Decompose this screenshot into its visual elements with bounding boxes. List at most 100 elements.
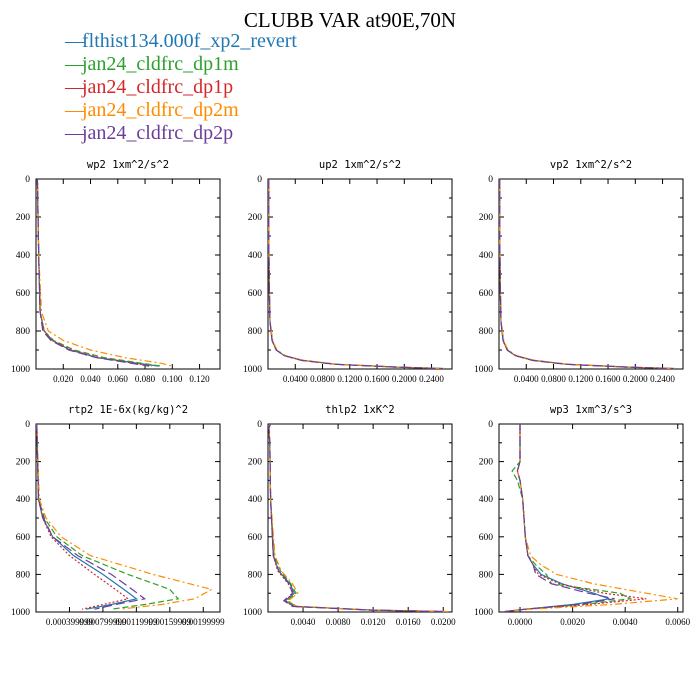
series-line — [504, 424, 633, 612]
y-tick-label: 600 — [248, 533, 263, 543]
series-line — [504, 424, 678, 612]
x-tick-label: 0.080 — [135, 374, 156, 384]
panel-title: thlp2 1xK^2 — [325, 404, 395, 416]
panel-title: vp2 1xm^2/s^2 — [550, 159, 632, 171]
y-tick-label: 1000 — [11, 608, 30, 618]
series-line — [499, 179, 677, 369]
x-tick-label: 0.00119999 — [115, 617, 158, 627]
y-tick-label: 400 — [16, 251, 31, 261]
x-tick-label: 0.0400 — [283, 374, 308, 384]
series-line — [268, 179, 444, 369]
y-tick-label: 200 — [248, 213, 263, 223]
chart-title: CLUBB VAR at90E,70N — [243, 8, 457, 32]
legend-item: — jan24_cldfrc_dp2m — [65, 99, 297, 122]
legend-item: — jan24_cldfrc_dp1p — [65, 76, 297, 99]
y-tick-label: 400 — [248, 495, 263, 505]
panel: wp3 1xm^3/s^3 0 200 400 600 800 1000 0.0000 0.00… — [474, 404, 691, 627]
x-tick-label: 0.00159999 — [148, 617, 191, 627]
y-tick-label: 800 — [248, 570, 263, 580]
x-tick-label: 0.120 — [189, 374, 210, 384]
panel: vp2 1xm^2/s^2 0 200 400 600 800 1000 0.0400 0.08… — [474, 159, 684, 384]
x-tick-label: 0.0800 — [310, 374, 335, 384]
y-tick-label: 600 — [16, 289, 31, 299]
y-tick-label: 200 — [16, 213, 31, 223]
legend: — flthist134.000f_xp2_revert — jan24_cld… — [65, 30, 297, 145]
x-tick-label: 0.0800 — [541, 374, 566, 384]
series-line — [268, 424, 449, 612]
panel: wp2 1xm^2/s^2 0 200 400 600 800 1000 0.020 0.040… — [11, 159, 221, 384]
legend-item: — jan24_cldfrc_dp1m — [65, 53, 297, 76]
panel: rtp2 1E-6x(kg/kg)^2 0 200 400 600 800 1000 0.00… — [11, 404, 225, 627]
panel-title: up2 1xm^2/s^2 — [319, 159, 401, 171]
y-tick-label: 1000 — [474, 608, 493, 618]
y-tick-label: 400 — [248, 251, 263, 261]
y-tick-label: 0 — [257, 420, 262, 430]
series-line — [268, 179, 446, 369]
y-tick-label: 1000 — [11, 365, 30, 375]
y-tick-label: 200 — [479, 458, 494, 468]
y-tick-label: 800 — [16, 327, 31, 337]
x-tick-label: 0.0000 — [508, 617, 533, 627]
series-line — [36, 179, 162, 367]
x-tick-label: 0.00199999 — [182, 617, 225, 627]
plot-frame — [267, 423, 453, 613]
series-line — [268, 424, 446, 612]
series-line — [36, 179, 150, 367]
x-tick-label: 0.2000 — [623, 374, 648, 384]
x-tick-label: 0.0020 — [560, 617, 585, 627]
legend-label: jan24_cldfrc_dp2m — [82, 99, 239, 121]
series-line — [36, 424, 130, 610]
x-tick-label: 0.0080 — [326, 617, 351, 627]
y-tick-label: 400 — [479, 495, 494, 505]
series-line — [36, 179, 159, 367]
y-tick-label: 400 — [16, 495, 31, 505]
series-line — [36, 179, 152, 367]
x-tick-label: 0.1600 — [596, 374, 621, 384]
series-line — [499, 179, 677, 369]
series-line — [268, 424, 446, 612]
x-tick-label: 0.0160 — [396, 617, 421, 627]
y-tick-label: 800 — [479, 570, 494, 580]
x-tick-label: 0.0120 — [361, 617, 386, 627]
y-tick-label: 600 — [16, 533, 31, 543]
series-line — [268, 179, 446, 369]
y-tick-label: 0 — [25, 175, 30, 185]
y-tick-label: 600 — [479, 533, 494, 543]
series-line — [268, 179, 446, 369]
y-tick-label: 800 — [479, 327, 494, 337]
y-tick-label: 1000 — [243, 365, 262, 375]
plot-frame — [35, 423, 221, 613]
y-tick-label: 200 — [248, 458, 263, 468]
x-tick-label: 0.040 — [80, 374, 101, 384]
y-tick-label: 800 — [16, 570, 31, 580]
y-tick-label: 600 — [479, 289, 494, 299]
series-line — [36, 424, 214, 610]
x-tick-label: 0.1200 — [337, 374, 362, 384]
panel-title: wp3 1xm^3/s^3 — [550, 404, 632, 416]
panel-title: wp2 1xm^2/s^2 — [87, 159, 169, 171]
series-line — [499, 179, 677, 369]
y-tick-label: 1000 — [243, 608, 262, 618]
y-tick-label: 800 — [248, 327, 263, 337]
series-line — [36, 424, 147, 610]
x-tick-label: 0.0040 — [613, 617, 638, 627]
x-tick-label: 0.0060 — [665, 617, 690, 627]
x-tick-label: 0.000399999 — [46, 617, 94, 627]
y-tick-label: 400 — [479, 251, 494, 261]
series-line — [504, 424, 615, 612]
legend-label: jan24_cldfrc_dp1p — [82, 76, 234, 98]
series-line — [36, 424, 180, 610]
series-line — [268, 179, 444, 369]
legend-label: jan24_cldfrc_dp2p — [82, 122, 234, 144]
x-tick-label: 0.1200 — [568, 374, 593, 384]
legend-label: jan24_cldfrc_dp1m — [82, 53, 239, 75]
y-tick-label: 600 — [248, 289, 263, 299]
y-tick-label: 200 — [16, 458, 31, 468]
x-tick-label: 0.100 — [162, 374, 183, 384]
series-line — [36, 179, 173, 367]
plot-frame — [498, 178, 684, 370]
y-tick-label: 0 — [257, 175, 262, 185]
x-tick-label: 0.2400 — [419, 374, 444, 384]
panel: up2 1xm^2/s^2 0 200 400 600 800 1000 0.0400 0.08… — [243, 159, 453, 384]
